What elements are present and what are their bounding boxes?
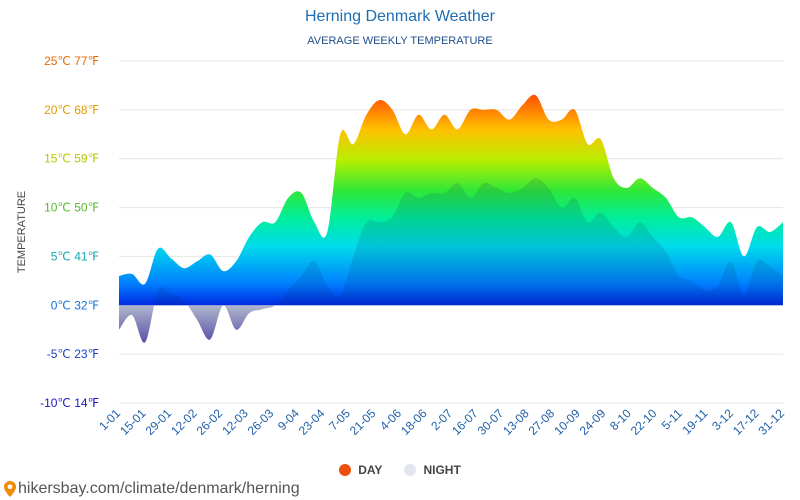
chart-title: Herning Denmark Weather bbox=[304, 8, 495, 25]
y-tick-labels: 25℃ 77℉ 20℃ 68℉ 15℃ 59℉ 10℃ 50℉ 5℃ 41℉ 0℃ 32℉… bbox=[40, 54, 99, 410]
legend-night-label: NIGHT bbox=[423, 463, 461, 477]
x-tick-label: 18-06 bbox=[398, 406, 430, 438]
y-tick-label: 25℃ 77℉ bbox=[44, 54, 99, 68]
x-tick-label: 10-09 bbox=[551, 406, 583, 438]
x-tick-label: 26-03 bbox=[245, 406, 277, 438]
legend-item-night[interactable]: NIGHT bbox=[404, 463, 461, 477]
legend-item-day[interactable]: DAY bbox=[339, 463, 382, 477]
y-tick-label: 20℃ 68℉ bbox=[44, 103, 99, 117]
map-pin-icon bbox=[4, 481, 16, 497]
chart-subtitle: AVERAGE WEEKLY TEMPERATURE bbox=[307, 35, 493, 47]
x-tick-label: 24-09 bbox=[577, 406, 609, 438]
y-axis-label: TEMPERATURE bbox=[16, 190, 28, 274]
x-tick-label: 30-07 bbox=[475, 406, 507, 438]
x-tick-label: 29-01 bbox=[143, 406, 175, 438]
x-tick-label: 22-10 bbox=[628, 406, 660, 438]
x-tick-labels: 1-0115-0129-0112-0226-0212-0326-039-0423… bbox=[96, 406, 787, 438]
x-tick-label: 31-12 bbox=[756, 406, 788, 438]
y-tick-label: -10℃ 14℉ bbox=[40, 396, 99, 410]
x-tick-label: 23-04 bbox=[296, 406, 328, 438]
y-tick-label: 10℃ 50℉ bbox=[44, 201, 99, 215]
temperature-areas bbox=[119, 94, 783, 343]
x-tick-label: 12-02 bbox=[168, 406, 200, 438]
source-text: hikersbay.com/climate/denmark/herning bbox=[18, 480, 300, 497]
x-tick-label: 13-08 bbox=[500, 406, 532, 438]
night-series-area bbox=[119, 178, 783, 343]
x-tick-label: 15-01 bbox=[117, 406, 149, 438]
day-series-area bbox=[119, 94, 783, 306]
x-tick-label: 12-03 bbox=[219, 406, 251, 438]
x-tick-label: 16-07 bbox=[449, 406, 481, 438]
y-tick-label: 5℃ 41℉ bbox=[51, 249, 99, 263]
source-link[interactable]: hikersbay.com/climate/denmark/herning bbox=[4, 480, 300, 498]
x-tick-label: 26-02 bbox=[194, 406, 226, 438]
legend: DAY NIGHT bbox=[0, 463, 800, 477]
y-tick-label: 0℃ 32℉ bbox=[51, 298, 99, 312]
legend-night-swatch bbox=[404, 464, 417, 476]
x-tick-label: 21-05 bbox=[347, 406, 379, 438]
y-tick-label: -5℃ 23℉ bbox=[47, 347, 99, 361]
x-tick-label: 27-08 bbox=[526, 406, 558, 438]
legend-day-swatch bbox=[339, 464, 352, 476]
x-tick-label: 17-12 bbox=[730, 406, 762, 438]
x-tick-label: 19-11 bbox=[680, 406, 711, 437]
y-tick-label: 15℃ 59℉ bbox=[44, 152, 99, 166]
legend-day-label: DAY bbox=[358, 463, 383, 477]
